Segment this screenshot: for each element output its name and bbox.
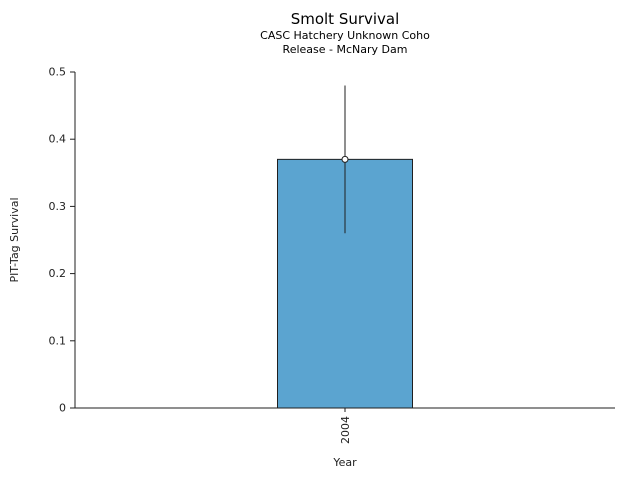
y-axis-label: PIT-Tag Survival <box>8 197 21 282</box>
y-tick-label: 0.1 <box>49 334 67 347</box>
chart-header: Smolt Survival CASC Hatchery Unknown Coh… <box>75 10 615 56</box>
chart-title: Smolt Survival <box>290 10 400 28</box>
marker <box>341 155 349 163</box>
x-axis-label: Year <box>332 456 357 469</box>
y-tick-label: 0.3 <box>49 200 67 213</box>
chart-subtitle-line2: Release - McNary Dam <box>282 42 408 56</box>
y-tick-label: 0.5 <box>49 66 67 79</box>
x-tick-label: 2004 <box>339 416 352 444</box>
y-tick-label: 0.4 <box>49 133 67 146</box>
y-tick-label: 0 <box>59 402 66 415</box>
y-tick-label: 0.2 <box>49 267 67 280</box>
chart-subtitle-line1: CASC Hatchery Unknown Coho <box>260 28 430 42</box>
